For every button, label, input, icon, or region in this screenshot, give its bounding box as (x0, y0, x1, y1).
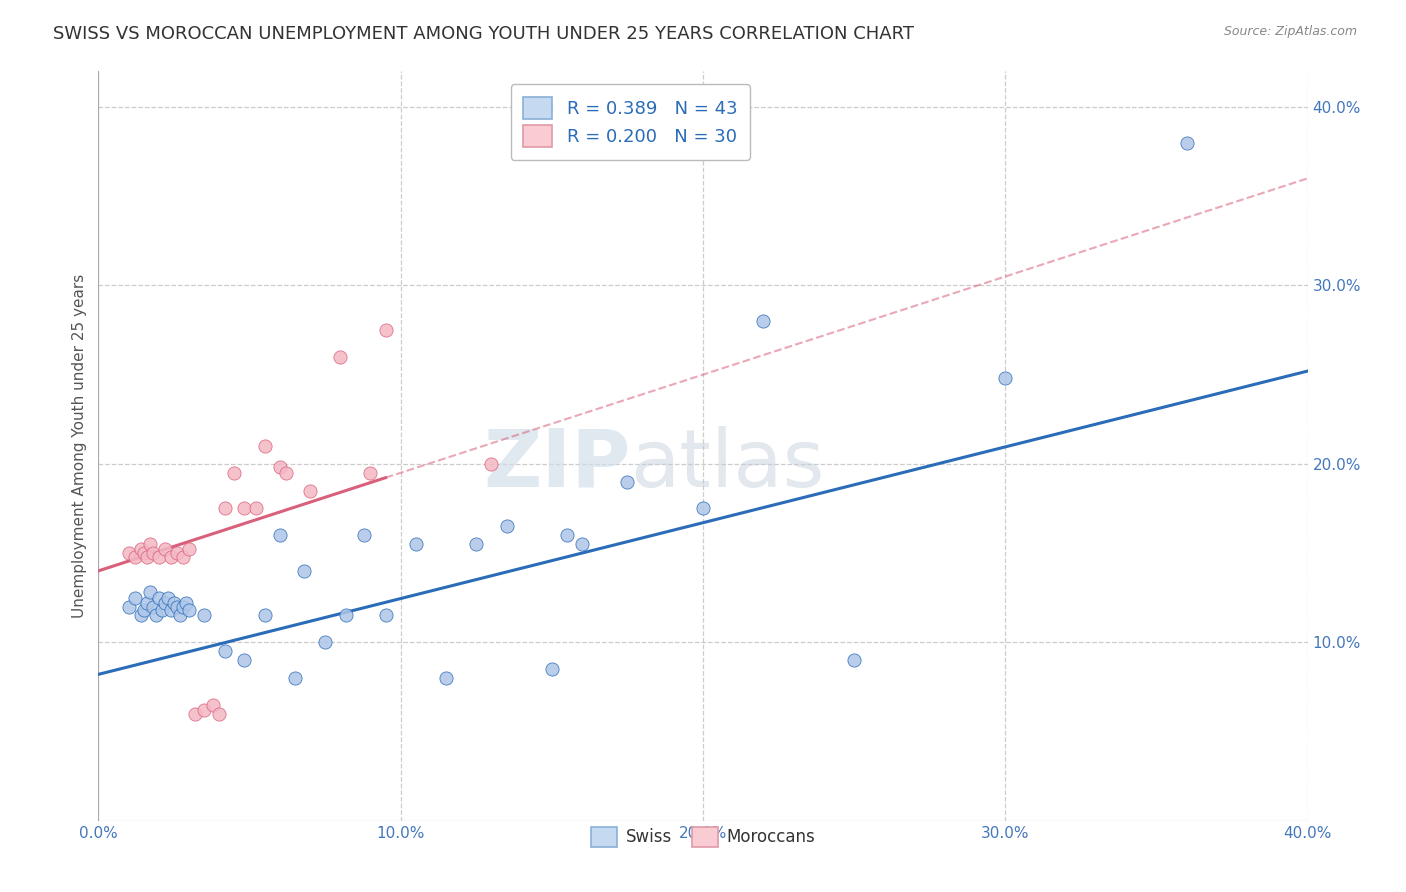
Point (353, 528, 375, 542)
Point (172, 549, 194, 564)
Point (135, 596, 157, 610)
Point (434, 671, 457, 685)
Point (160, 549, 183, 564)
Point (571, 537, 593, 551)
Point (253, 608, 276, 623)
Point (135, 549, 157, 564)
Legend: Swiss, Moroccans: Swiss, Moroccans (583, 820, 823, 854)
Point (253, 439, 276, 453)
Point (481, 457, 503, 471)
Point (179, 603, 201, 617)
Point (139, 585, 162, 599)
Point (555, 528, 578, 542)
Point (752, 314, 775, 328)
Point (156, 591, 179, 605)
Point (139, 537, 162, 551)
Point (163, 596, 186, 610)
Point (284, 671, 307, 685)
Point (232, 501, 254, 516)
Point (208, 706, 231, 721)
Point (292, 564, 315, 578)
Point (232, 653, 254, 667)
Point (214, 501, 236, 516)
Point (160, 603, 183, 617)
Point (540, 662, 562, 676)
Point (335, 608, 357, 623)
Point (174, 596, 197, 610)
Point (118, 546, 141, 560)
Point (169, 608, 191, 623)
Point (374, 608, 396, 623)
Point (269, 460, 291, 475)
Point (224, 466, 246, 480)
Point (172, 599, 194, 614)
Point (844, 653, 866, 667)
Point (495, 519, 517, 533)
Point (405, 537, 427, 551)
Point (245, 501, 267, 516)
Point (184, 706, 207, 721)
Point (124, 549, 146, 564)
Point (166, 546, 188, 560)
Point (150, 603, 173, 617)
Text: ZIP: ZIP (484, 425, 630, 504)
Point (314, 635, 336, 649)
Point (124, 591, 146, 605)
Point (129, 608, 152, 623)
Point (142, 599, 165, 614)
Text: SWISS VS MOROCCAN UNEMPLOYMENT AMONG YOUTH UNDER 25 YEARS CORRELATION CHART: SWISS VS MOROCCAN UNEMPLOYMENT AMONG YOU… (53, 25, 914, 43)
Point (179, 542, 201, 557)
Point (145, 608, 167, 623)
Point (360, 466, 382, 480)
Point (193, 703, 215, 717)
Point (274, 466, 297, 480)
Point (132, 603, 155, 617)
Point (148, 549, 170, 564)
Point (129, 542, 152, 557)
Point (148, 591, 170, 605)
Point (374, 323, 396, 337)
Point (465, 537, 488, 551)
Point (202, 698, 225, 712)
Point (994, 371, 1017, 385)
Point (142, 546, 165, 560)
Point (153, 542, 176, 557)
Point (692, 501, 714, 516)
Point (269, 528, 291, 542)
Point (616, 475, 638, 489)
Point (214, 644, 236, 658)
Point (132, 546, 155, 560)
Point (193, 608, 215, 623)
Y-axis label: Unemployment Among Youth under 25 years: Unemployment Among Youth under 25 years (72, 274, 87, 618)
Point (153, 596, 176, 610)
Point (1175, 136, 1198, 150)
Point (166, 599, 188, 614)
Text: atlas: atlas (630, 425, 825, 504)
Point (329, 350, 352, 364)
Point (299, 483, 322, 498)
Point (118, 599, 141, 614)
Text: Source: ZipAtlas.com: Source: ZipAtlas.com (1223, 25, 1357, 38)
